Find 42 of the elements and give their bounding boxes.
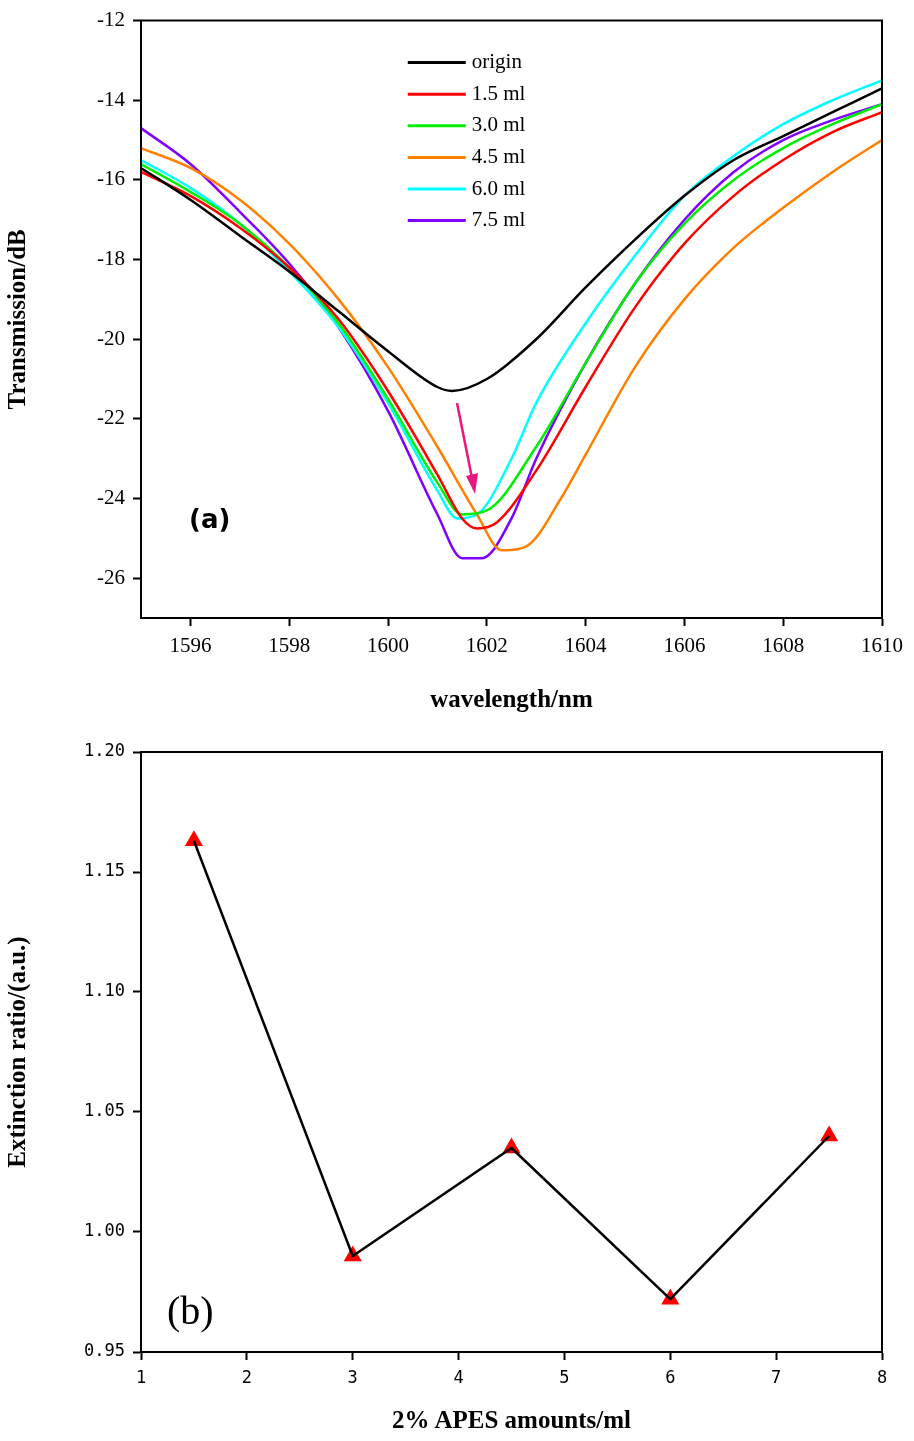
y-tick-label: -26 — [97, 564, 125, 589]
legend-label: 1.5 ml — [471, 80, 526, 105]
x-tick-label: 1608 — [762, 633, 805, 658]
legend-label: origin — [471, 49, 523, 74]
y-tick-label: 1.15 — [84, 860, 125, 881]
y-tick-label: 1.20 — [84, 740, 125, 761]
x-tick-label: 8 — [876, 1366, 888, 1387]
annotation: (a) — [189, 504, 231, 534]
x-tick-label: 1598 — [268, 633, 311, 658]
x-tick-label: 1606 — [663, 633, 706, 658]
y-tick-label: -20 — [97, 325, 125, 350]
x-tick-label: 1610 — [861, 633, 903, 658]
x-tick-label: 2 — [241, 1366, 252, 1387]
legend-label: 4.5 ml — [471, 143, 526, 168]
legend-label: 3.0 ml — [471, 112, 526, 137]
y-axis-title: Transmission/dB — [3, 229, 31, 410]
x-tick-label: 4 — [453, 1366, 464, 1387]
y-axis-title: Extinction ratio/(a.u.) — [3, 936, 32, 1168]
x-tick-label: 1600 — [367, 633, 409, 658]
y-tick-label: -12 — [97, 7, 125, 32]
annotation: (b) — [167, 1288, 214, 1333]
x-tick-label: 6 — [665, 1366, 676, 1387]
y-tick-label: 1.05 — [84, 1100, 125, 1121]
x-tick-label: 5 — [559, 1366, 570, 1387]
y-tick-label: -14 — [97, 86, 126, 111]
y-tick-label: 1.00 — [84, 1220, 125, 1241]
x-tick-label: 1596 — [169, 633, 212, 658]
x-axis-title: 2% APES amounts/ml — [392, 1406, 632, 1434]
legend-label: 7.5 ml — [471, 207, 526, 232]
x-axis-title: wavelength/nm — [430, 685, 593, 713]
x-tick-label: 7 — [771, 1366, 782, 1387]
x-tick-label: 1 — [135, 1366, 147, 1387]
legend-label: 6.0 ml — [471, 175, 526, 200]
x-tick-label: 3 — [347, 1366, 358, 1387]
y-tick-label: 0.95 — [84, 1340, 125, 1361]
y-tick-label: 1.10 — [84, 980, 125, 1001]
y-tick-label: -24 — [97, 485, 126, 510]
x-tick-label: 1604 — [564, 633, 608, 658]
y-tick-label: -18 — [97, 246, 125, 271]
x-tick-label: 1602 — [465, 633, 508, 658]
y-tick-label: -22 — [97, 405, 125, 430]
y-tick-label: -16 — [97, 166, 125, 191]
